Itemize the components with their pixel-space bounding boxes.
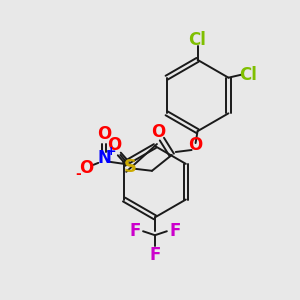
Text: F: F	[130, 222, 141, 240]
Text: F: F	[169, 222, 181, 240]
Text: -: -	[76, 167, 81, 181]
Text: O: O	[97, 125, 111, 143]
Text: O: O	[151, 123, 165, 141]
Text: N: N	[97, 149, 111, 167]
Text: +: +	[106, 146, 116, 158]
Text: S: S	[124, 158, 137, 176]
Text: F: F	[149, 246, 161, 264]
Text: O: O	[79, 159, 94, 177]
Text: O: O	[188, 136, 203, 154]
Text: Cl: Cl	[239, 66, 257, 84]
Text: O: O	[107, 136, 122, 154]
Text: Cl: Cl	[189, 31, 206, 49]
